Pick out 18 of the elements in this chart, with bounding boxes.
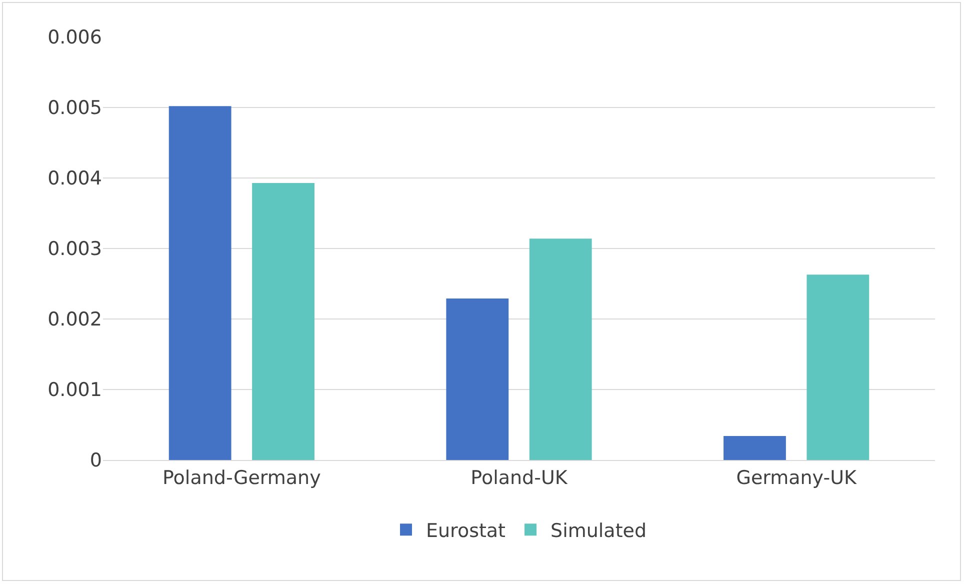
bar [252,182,314,460]
bar [724,436,786,460]
x-tick-label: Poland-Germany [162,466,321,489]
legend-label: Simulated [550,520,647,542]
y-tick-label: 0.001 [48,379,102,402]
legend-label: Eurostat [426,520,506,542]
x-tick-label: Poland-UK [470,466,568,489]
x-tick-label: Germany-UK [736,466,857,489]
y-tick-label: 0.003 [48,238,102,260]
y-tick-label: 0.005 [48,97,102,120]
y-tick-label: 0.006 [48,26,102,49]
bar [806,274,870,460]
y-tick-label: 0.002 [48,308,102,331]
bar [446,298,509,460]
y-tick-label: 0.004 [48,168,102,190]
bar [168,106,232,460]
y-tick-label: 0 [90,450,102,472]
bar [529,238,592,460]
